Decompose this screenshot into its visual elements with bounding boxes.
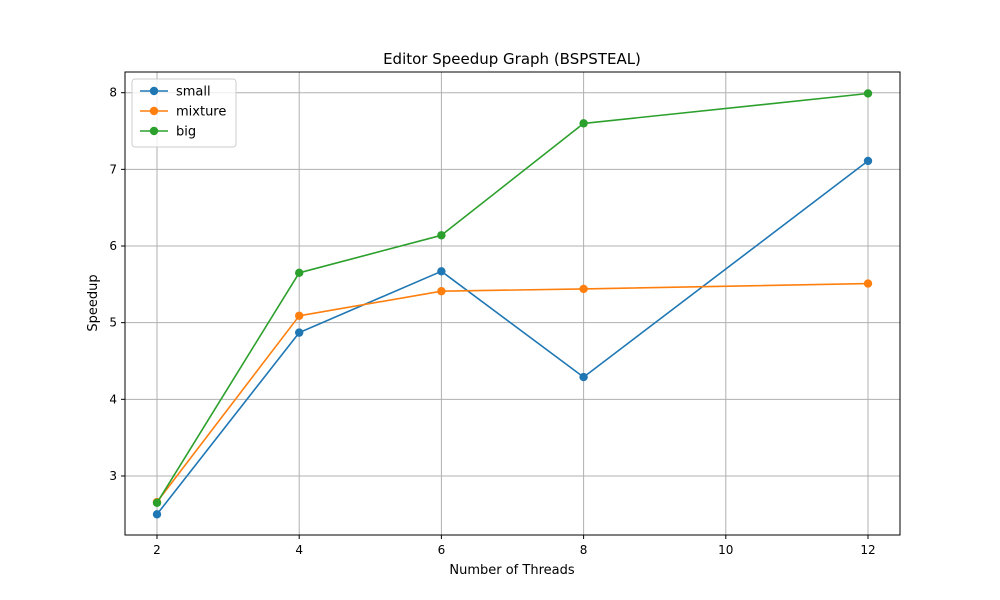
y-axis-label: Speedup [86,274,101,331]
data-point-small [863,156,873,166]
y-tick-label: 4 [109,392,117,406]
legend-label: big [176,125,196,140]
x-tick-label: 10 [718,543,733,557]
data-point-mixture [579,284,588,294]
data-point-mixture [437,287,446,296]
data-point-big [579,119,588,128]
y-tick-label: 8 [109,86,117,100]
grid [125,72,900,535]
data-point-big [294,268,304,278]
data-point-small [437,267,446,276]
data-point-small [579,372,588,382]
legend-item-big: big [140,125,196,140]
data-point-big [152,498,162,508]
legend-swatch-marker [149,86,159,96]
data-point-big [863,89,873,98]
y-tick-label: 3 [109,469,117,483]
y-tick-label: 5 [109,316,117,330]
y-axis: 3 4 5 6 7 8 [109,86,125,483]
x-tick-label: 2 [153,543,161,557]
legend-label: mixture [176,105,226,120]
data-point-small [294,328,304,337]
legend: small mixture big [131,78,237,148]
legend-swatch-marker [149,106,159,116]
chart-title: Editor Speedup Graph (BSPSTEAL) [383,50,641,68]
series-small [152,156,873,519]
data-point-mixture [863,279,873,288]
plot-frame [124,71,901,536]
data-point-mixture [294,311,304,320]
y-tick-label: 7 [109,162,117,176]
x-tick-label: 12 [860,543,875,557]
x-tick-label: 6 [438,543,446,557]
x-tick-label: 8 [580,543,588,557]
data-point-small [152,510,162,519]
legend-label: small [176,85,211,100]
series-big [152,89,873,508]
x-tick-label: 4 [295,543,303,557]
x-axis-label: Number of Threads [449,563,574,578]
x-axis: 2 4 6 8 10 12 [153,535,876,557]
y-tick-label: 6 [109,239,117,253]
legend-item-mixture: mixture [140,105,226,120]
series-layer [152,89,873,519]
legend-item-small: small [140,85,211,100]
legend-swatch-marker [149,126,159,136]
data-point-big [437,231,446,240]
